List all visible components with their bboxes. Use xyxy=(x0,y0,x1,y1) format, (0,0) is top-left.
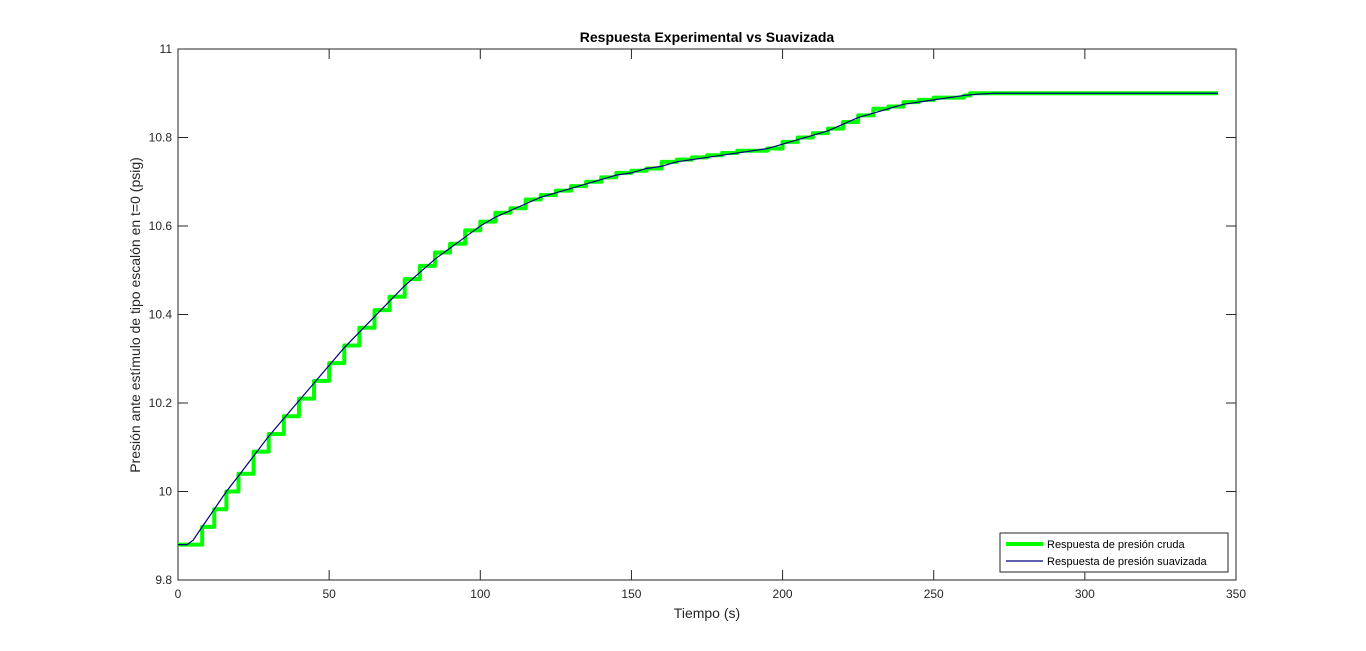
legend: Respuesta de presión cruda Respuesta de p… xyxy=(999,532,1229,573)
legend-entry-label: Respuesta de presión suavizada xyxy=(1047,556,1207,568)
x-tick-label: 0 xyxy=(175,587,182,601)
y-tick-label: 10.8 xyxy=(149,131,173,145)
plot-area xyxy=(177,48,1237,581)
x-tick-label: 200 xyxy=(773,587,793,601)
chart-title: Respuesta Experimental vs Suavizada xyxy=(580,29,835,45)
x-tick-label: 300 xyxy=(1075,587,1095,601)
y-axis-label: Presión ante estímulo de tipo escalón en… xyxy=(127,157,143,473)
y-tick-label: 10 xyxy=(159,485,173,499)
x-tick-label: 350 xyxy=(1226,587,1246,601)
y-tick-label: 11 xyxy=(160,42,173,56)
y-tick-label: 10.2 xyxy=(149,396,173,410)
x-tick-label: 250 xyxy=(924,587,944,601)
x-axis-label: Tiempo (s) xyxy=(674,605,740,621)
tick-layer: 0 50 100 150 200 250 300 350 9.8 10 10.2 10.4 10.6 10… xyxy=(149,42,1247,601)
series-line-smoothed xyxy=(178,92,1218,546)
x-tick-label: 50 xyxy=(322,587,336,601)
axes-box xyxy=(177,48,1237,581)
legend-entry-label: Respuesta de presión cruda xyxy=(1047,539,1185,551)
y-tick-label: 10.4 xyxy=(149,308,173,322)
y-tick-label: 10.6 xyxy=(149,219,173,233)
series-layer xyxy=(178,91,1218,547)
y-tick-label: 9.8 xyxy=(155,573,172,587)
x-tick-label: 100 xyxy=(470,587,490,601)
legend-box xyxy=(999,532,1229,573)
x-tick-label: 150 xyxy=(621,587,641,601)
